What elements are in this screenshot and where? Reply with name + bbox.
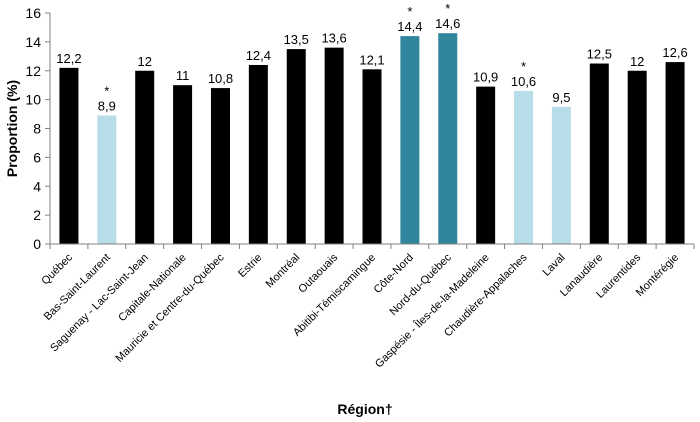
data-label: 14,6 bbox=[435, 16, 460, 31]
data-label: 10,6 bbox=[511, 74, 536, 89]
bar bbox=[665, 62, 685, 245]
data-label: 12,2 bbox=[56, 51, 81, 66]
data-label: 13,5 bbox=[284, 32, 309, 47]
bar bbox=[514, 90, 534, 245]
y-tick-label: 10 bbox=[25, 92, 41, 108]
y-tick-label: 16 bbox=[25, 5, 41, 21]
x-tick-label: Laval bbox=[540, 252, 567, 279]
y-axis-ticks: 0 2 4 6 8 10 12 14 16 bbox=[25, 5, 695, 252]
data-label: 12 bbox=[630, 54, 644, 69]
significance-marker: * bbox=[104, 84, 109, 99]
bar bbox=[627, 70, 647, 244]
y-axis-title: Proportion (%) bbox=[4, 80, 20, 177]
bar bbox=[59, 67, 79, 244]
data-label: 9,5 bbox=[552, 90, 570, 105]
bar bbox=[286, 49, 306, 244]
data-label: 8,9 bbox=[98, 99, 116, 114]
x-tick-label: Bas-Saint-Laurent bbox=[42, 252, 113, 323]
data-label: 10,9 bbox=[473, 70, 498, 85]
bar bbox=[551, 106, 571, 244]
bar bbox=[97, 115, 117, 244]
bar bbox=[476, 86, 496, 244]
x-tick-label: Montréal bbox=[264, 252, 303, 291]
y-tick-label: 14 bbox=[25, 34, 41, 50]
bar bbox=[438, 33, 458, 245]
x-tick-label: Québec bbox=[39, 251, 75, 287]
bar bbox=[135, 70, 155, 244]
data-label: 12,6 bbox=[662, 45, 687, 60]
bar bbox=[400, 36, 420, 244]
y-tick-label: 12 bbox=[25, 63, 41, 79]
x-tick-label: Estrie bbox=[236, 252, 264, 280]
data-label: 12,1 bbox=[359, 52, 384, 67]
bar bbox=[248, 64, 268, 244]
data-label: 12,4 bbox=[246, 48, 271, 63]
x-tick-label: Capitale-Nationale bbox=[116, 252, 188, 324]
data-label: 14,4 bbox=[397, 19, 422, 34]
data-label: 11 bbox=[176, 68, 190, 83]
bars bbox=[59, 33, 685, 245]
data-label: 13,6 bbox=[321, 31, 346, 46]
bar bbox=[210, 88, 230, 244]
y-tick-label: 4 bbox=[33, 178, 41, 194]
y-tick-label: 8 bbox=[33, 121, 41, 137]
y-tick-label: 2 bbox=[33, 207, 41, 223]
bar bbox=[362, 69, 382, 245]
x-axis-title: Région† bbox=[337, 401, 392, 417]
bar bbox=[173, 85, 193, 244]
significance-marker: * bbox=[521, 59, 526, 74]
bar bbox=[324, 47, 344, 245]
bar bbox=[589, 63, 609, 244]
data-label: 12 bbox=[137, 54, 151, 69]
y-tick-label: 0 bbox=[33, 236, 41, 252]
data-label: 10,8 bbox=[208, 71, 233, 86]
y-tick-label: 6 bbox=[33, 149, 41, 165]
data-label: 12,5 bbox=[587, 47, 612, 62]
significance-marker: * bbox=[445, 1, 450, 16]
significance-marker: * bbox=[407, 4, 412, 19]
